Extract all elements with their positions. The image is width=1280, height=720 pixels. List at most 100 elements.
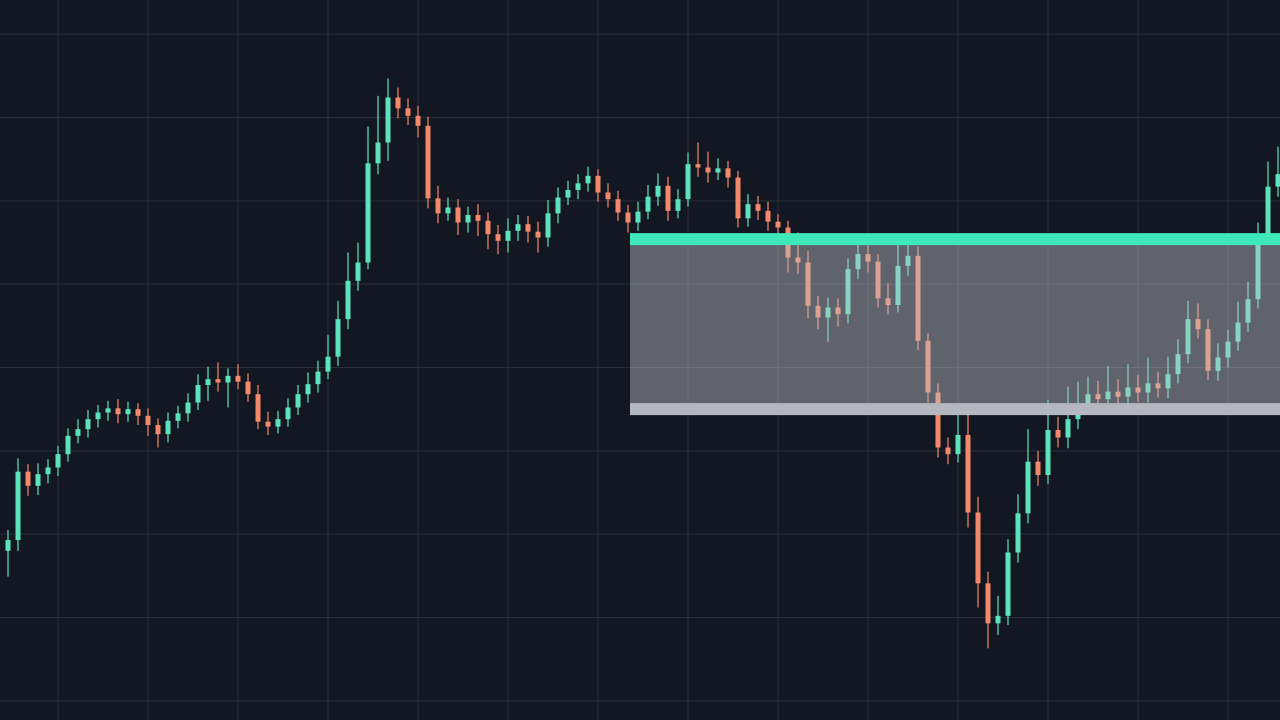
candle-body [45,467,51,475]
candle-body [345,280,351,320]
candle-body [55,454,61,468]
candle-body [405,108,411,116]
candle-body [695,164,701,168]
candle-body [1165,374,1171,389]
candle-body [145,415,151,425]
candle-body [1155,383,1161,389]
candle-body [1065,419,1071,438]
candle-body [905,255,911,266]
candle-body [515,224,521,231]
candle-body [1235,322,1241,342]
candle-body [725,168,731,178]
candle-body [565,190,571,198]
candle-body [665,185,671,211]
candle-body [475,215,481,221]
candle-body [865,254,871,262]
candle-body [595,175,601,193]
candle-body [1095,394,1101,400]
candle-body [305,384,311,395]
candle-body [25,471,31,486]
candle-body [265,421,271,427]
candle-body [415,115,421,126]
candle-body [1225,341,1231,358]
candle-body [965,435,971,513]
candle-body [825,307,831,318]
candle-body [1135,387,1141,393]
candle-body [955,435,961,455]
candle-body [685,164,691,200]
candle-body [505,230,511,241]
candle-body [495,234,501,241]
candle-body [1205,329,1211,371]
candle-body [1085,394,1091,405]
candle-body [295,394,301,408]
zone-fill [630,239,1280,410]
candle-body [275,419,281,427]
candle-body [385,97,391,143]
candle-body [985,583,991,624]
candle-body [1195,319,1201,330]
candle-body [1115,391,1121,397]
candle-body [635,211,641,223]
candle-body [215,379,221,383]
candle-body [715,168,721,173]
candle-body [1125,387,1131,397]
candle-body [165,420,171,435]
candle-body [765,210,771,222]
candle-body [925,340,931,393]
candle-body [585,175,591,184]
candle-body [1105,391,1111,400]
candle-body [1175,354,1181,375]
candle-body [1045,430,1051,475]
candle-body [35,474,41,486]
candle-body [805,262,811,306]
candle-body [1275,174,1280,187]
candle-body [365,163,371,263]
candle-body [795,257,801,263]
candle-body [935,392,941,448]
candle-body [235,375,241,382]
candle-body [375,142,381,164]
candle-body [1025,461,1031,514]
candle-body [615,199,621,213]
candle-body [465,215,471,223]
candle-body [875,261,881,299]
candle-body [1245,299,1251,323]
candle-body [1005,552,1011,616]
candle-body [355,262,361,281]
candle-body [625,212,631,223]
candle-body [575,183,581,190]
candle-body [135,409,141,416]
candle-body [225,375,231,383]
candle-body [915,255,921,341]
candle-body [775,221,781,228]
candle-body [735,177,741,219]
candle-body [255,394,261,422]
candle-body [1055,430,1061,438]
candle-body [1185,319,1191,355]
candle-body [535,231,541,238]
candle-body [395,97,401,109]
candle-body [525,224,531,232]
candle-body [1015,513,1021,553]
candle-body [75,429,81,436]
candle-body [885,298,891,305]
candle-body [95,412,101,420]
candle-body [335,319,341,357]
candle-body [205,379,211,385]
candle-body [245,381,251,395]
candle-body [605,192,611,200]
candle-body [105,408,111,413]
candle-body [1145,383,1151,393]
candle-body [115,408,121,415]
candle-body [15,471,21,540]
candle-body [85,419,91,430]
candle-body [125,409,131,415]
candle-body [995,615,1001,624]
candle-body [285,407,291,420]
candle-body [705,167,711,173]
candle-body [1035,461,1041,475]
candle-body [485,220,491,235]
